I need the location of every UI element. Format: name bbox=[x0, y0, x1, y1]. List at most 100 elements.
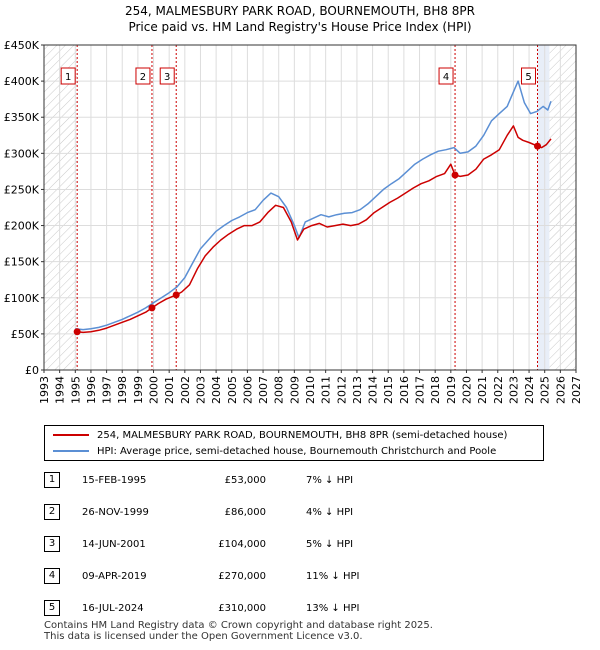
x-tick-label: 2004 bbox=[210, 376, 223, 404]
x-tick-label: 2010 bbox=[304, 376, 317, 404]
x-tick-label: 2027 bbox=[570, 376, 583, 404]
title-line-1: 254, MALMESBURY PARK ROAD, BOURNEMOUTH, … bbox=[124, 4, 476, 18]
hpi-line bbox=[75, 80, 552, 331]
sale-label: 1 bbox=[65, 72, 71, 83]
x-tick-label: 1994 bbox=[54, 376, 67, 404]
sale-label: 5 bbox=[525, 72, 531, 83]
sale-date: 16-JUL-2024 bbox=[82, 603, 144, 614]
x-tick-label: 2006 bbox=[241, 376, 254, 404]
y-tick-label: £350K bbox=[4, 111, 40, 124]
sale-label-box bbox=[438, 67, 454, 85]
sale-date: 14-JUN-2001 bbox=[82, 539, 146, 550]
property-price-line bbox=[77, 125, 552, 334]
sale-point bbox=[73, 328, 81, 336]
x-tick-label: 2025 bbox=[539, 376, 552, 404]
legend-swatch-property bbox=[53, 434, 89, 436]
table-row: 5 16-JUL-2024 £310,000 13% ↓ HPI bbox=[44, 600, 564, 618]
x-tick-label: 1993 bbox=[38, 376, 51, 404]
y-tick-label: £100K bbox=[4, 292, 40, 305]
sale-date: 26-NOV-1999 bbox=[82, 507, 149, 518]
x-tick-label: 1996 bbox=[85, 376, 98, 404]
price-chart: 1 2 3 4 5 £0 £50K £100K £150K £200K £250K £300K £35… bbox=[4, 39, 583, 404]
hatched-region bbox=[549, 45, 576, 370]
sale-hpi-diff: 5% ↓ HPI bbox=[306, 539, 354, 550]
footer-licence: This data is licensed under the Open Gov… bbox=[44, 631, 363, 642]
x-tick-label: 2001 bbox=[163, 376, 176, 404]
sale-date: 15-FEB-1995 bbox=[82, 475, 147, 486]
title-line-2: Price paid vs. HM Land Registry's House … bbox=[128, 20, 472, 34]
x-tick-label: 1995 bbox=[69, 376, 82, 404]
sale-number-badge: 2 bbox=[44, 504, 60, 520]
y-tick-label: £300K bbox=[4, 147, 40, 160]
sale-point bbox=[451, 171, 459, 179]
legend-label-property: 254, MALMESBURY PARK ROAD, BOURNEMOUTH, … bbox=[97, 430, 508, 441]
legend-item-hpi: HPI: Average price, semi-detached house,… bbox=[53, 444, 496, 460]
table-row: 4 09-APR-2019 £270,000 11% ↓ HPI bbox=[44, 568, 564, 586]
legend-swatch-hpi bbox=[53, 450, 89, 452]
sale-hpi-diff: 7% ↓ HPI bbox=[306, 475, 354, 486]
x-tick-label: 2022 bbox=[492, 376, 505, 404]
sale-label-box bbox=[521, 67, 537, 85]
sale-label-box bbox=[159, 67, 175, 85]
table-row: 1 15-FEB-1995 £53,000 7% ↓ HPI bbox=[44, 472, 564, 490]
x-tick-label: 1997 bbox=[101, 376, 114, 404]
x-tick-label: 2020 bbox=[460, 376, 473, 404]
x-tick-label: 2013 bbox=[351, 376, 364, 404]
shaded-span bbox=[537, 45, 550, 370]
sale-number-badge: 1 bbox=[44, 472, 60, 488]
x-tick-label: 2003 bbox=[194, 376, 207, 404]
chart-title: 254, MALMESBURY PARK ROAD, BOURNEMOUTH, … bbox=[0, 3, 600, 35]
x-tick-label: 2023 bbox=[507, 376, 520, 404]
x-tick-label: 2012 bbox=[335, 376, 348, 404]
table-row: 2 26-NOV-1999 £86,000 4% ↓ HPI bbox=[44, 504, 564, 522]
sale-hpi-diff: 13% ↓ HPI bbox=[306, 603, 360, 614]
y-tick-label: £50K bbox=[11, 328, 40, 341]
sale-price: £53,000 bbox=[224, 475, 266, 486]
footer-copyright: Contains HM Land Registry data © Crown c… bbox=[44, 620, 433, 631]
x-tick-label: 2017 bbox=[414, 376, 427, 404]
y-tick-label: £400K bbox=[4, 75, 40, 88]
x-tick-label: 1998 bbox=[116, 376, 129, 404]
sale-number-badge: 4 bbox=[44, 568, 60, 584]
sale-hpi-diff: 4% ↓ HPI bbox=[306, 507, 354, 518]
sale-date: 09-APR-2019 bbox=[82, 571, 147, 582]
sale-point bbox=[534, 142, 542, 150]
x-tick-label: 2014 bbox=[367, 376, 380, 404]
sale-label-box bbox=[60, 67, 76, 85]
x-tick-label: 2005 bbox=[226, 376, 239, 404]
sale-hpi-diff: 11% ↓ HPI bbox=[306, 571, 360, 582]
y-tick-label: £250K bbox=[4, 183, 40, 196]
x-tick-label: 2024 bbox=[523, 376, 536, 404]
x-tick-label: 2021 bbox=[476, 376, 489, 404]
sale-number-badge: 3 bbox=[44, 536, 60, 552]
y-tick-label: £150K bbox=[4, 256, 40, 269]
x-tick-label: 2016 bbox=[398, 376, 411, 404]
sale-label: 3 bbox=[164, 72, 170, 83]
sale-label-box bbox=[135, 67, 151, 85]
y-tick-label: £0 bbox=[25, 364, 39, 377]
x-tick-label: 2018 bbox=[429, 376, 442, 404]
table-row: 3 14-JUN-2001 £104,000 5% ↓ HPI bbox=[44, 536, 564, 554]
x-tick-label: 2000 bbox=[148, 376, 161, 404]
x-tick-label: 2019 bbox=[445, 376, 458, 404]
legend-label-hpi: HPI: Average price, semi-detached house,… bbox=[97, 446, 497, 457]
x-tick-label: 2009 bbox=[288, 376, 301, 404]
sale-price: £310,000 bbox=[218, 603, 266, 614]
footer: Contains HM Land Registry data © Crown c… bbox=[44, 620, 584, 642]
hatched-region bbox=[44, 45, 78, 370]
y-tick-label: £450K bbox=[4, 39, 40, 52]
legend-item-property: 254, MALMESBURY PARK ROAD, BOURNEMOUTH, … bbox=[53, 428, 507, 444]
sale-label: 4 bbox=[443, 72, 449, 83]
sale-number-badge: 5 bbox=[44, 600, 60, 616]
x-tick-label: 2015 bbox=[382, 376, 395, 404]
sale-label: 2 bbox=[140, 72, 146, 83]
sale-price: £270,000 bbox=[218, 571, 266, 582]
sale-point bbox=[172, 291, 180, 299]
x-tick-label: 2007 bbox=[257, 376, 270, 404]
legend: 254, MALMESBURY PARK ROAD, BOURNEMOUTH, … bbox=[44, 425, 544, 461]
sale-price: £104,000 bbox=[218, 539, 266, 550]
x-tick-label: 1999 bbox=[132, 376, 145, 404]
sale-point bbox=[148, 304, 156, 312]
sale-price: £86,000 bbox=[224, 507, 266, 518]
x-tick-label: 2002 bbox=[179, 376, 192, 404]
